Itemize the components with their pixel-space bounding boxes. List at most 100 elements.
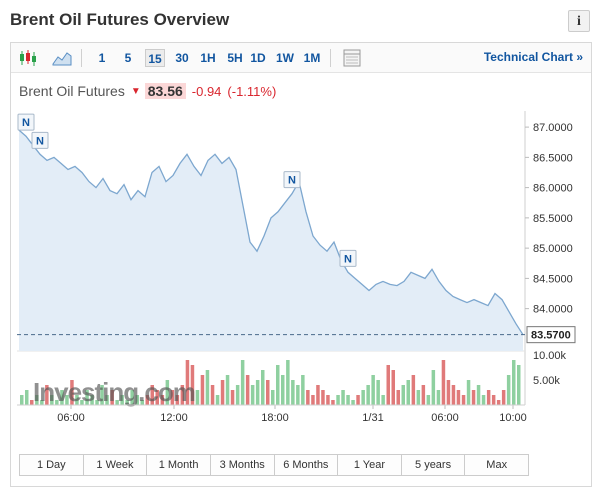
news-marker[interactable] xyxy=(31,131,49,149)
volume-bar xyxy=(411,375,416,405)
volume-bar xyxy=(125,400,129,405)
timeframe-15[interactable]: 15 xyxy=(145,49,165,67)
volume-bar xyxy=(90,395,94,405)
news-marker[interactable] xyxy=(17,113,35,131)
volume-bar xyxy=(60,390,64,405)
volume-bar xyxy=(180,385,185,405)
price-axis-label: 84.5000 xyxy=(533,273,573,285)
price-axis-label: 84.0000 xyxy=(533,304,573,316)
price-axis-label: 86.0000 xyxy=(533,183,573,195)
volume-bar xyxy=(481,395,486,405)
volume-bar xyxy=(466,380,471,405)
volume-bar xyxy=(95,400,99,405)
price-chart[interactable]: 87.0000 86.5000 86.0000 85.5000 85.0000 84.50… xyxy=(11,43,591,448)
volume-bar xyxy=(175,395,180,405)
volume-bar xyxy=(130,390,134,405)
volume-bar xyxy=(396,390,400,405)
timeframe-30[interactable]: 30 xyxy=(175,51,189,65)
timeframe-1w[interactable]: 1W xyxy=(276,51,294,65)
volume-bar xyxy=(276,365,280,405)
volume-bar xyxy=(70,380,74,405)
table-icon[interactable] xyxy=(341,48,363,68)
volume-bar xyxy=(230,390,235,405)
volume-bar xyxy=(496,400,501,405)
volume-bar xyxy=(326,395,330,405)
volume-bar xyxy=(240,360,245,405)
volume-bar xyxy=(20,395,24,405)
volume-bar xyxy=(491,395,496,405)
volume-bar xyxy=(296,385,300,405)
down-arrow-icon: ▼ xyxy=(130,85,141,97)
volume-bar xyxy=(376,380,380,405)
volume-bar xyxy=(140,400,144,405)
range-6-months[interactable]: 6 Months xyxy=(274,455,339,475)
volume-bar xyxy=(135,395,139,405)
volume-bar xyxy=(446,380,451,405)
volume-bar xyxy=(316,385,320,405)
chart-panel: 1 5 15 30 1H 5H 1D 1W 1M Technical Chart » Brent… xyxy=(10,42,592,487)
volume-bar xyxy=(386,365,390,405)
range-1-week[interactable]: 1 Week xyxy=(83,455,148,475)
news-marker-label: N xyxy=(36,135,44,147)
volume-bar xyxy=(261,370,265,405)
volume-bar xyxy=(456,390,461,405)
technical-chart-link[interactable]: Technical Chart » xyxy=(483,50,583,64)
range-1-year[interactable]: 1 Year xyxy=(338,455,402,475)
volume-bar xyxy=(476,385,481,405)
volume-bar xyxy=(35,395,39,405)
volume-bar xyxy=(235,385,240,405)
volume-bar xyxy=(356,395,360,405)
volume-bar xyxy=(185,360,190,405)
toolbar-separator xyxy=(81,49,82,67)
volume-bar xyxy=(291,380,295,405)
price-axis-label: 87.0000 xyxy=(533,122,573,134)
range-selector: 1 Day 1 Week 1 Month 3 Months 6 Months 1 Year… xyxy=(19,454,529,476)
price-line xyxy=(18,129,524,336)
price-area xyxy=(19,130,523,351)
range-1-month[interactable]: 1 Month xyxy=(147,455,211,475)
volume-bar xyxy=(25,390,29,405)
volume-bar xyxy=(506,375,511,405)
volume-bar xyxy=(115,400,119,405)
volume-bar xyxy=(426,395,431,405)
volume-bar xyxy=(486,390,491,405)
volume-bar xyxy=(361,390,365,405)
news-marker[interactable] xyxy=(339,249,357,267)
range-3-months[interactable]: 3 Months xyxy=(210,455,275,475)
chart-toolbar: 1 5 15 30 1H 5H 1D 1W 1M Technical Chart » xyxy=(11,43,591,73)
timeframe-1[interactable]: 1 xyxy=(98,51,106,65)
volume-bar xyxy=(341,390,345,405)
range-max[interactable]: Max xyxy=(465,455,528,475)
news-marker-label: N xyxy=(288,175,296,187)
time-axis-label: 06:00 xyxy=(57,412,85,424)
volume-bar xyxy=(65,395,69,405)
volume-bar xyxy=(110,390,114,405)
volume-bar xyxy=(336,395,340,405)
volume-bar xyxy=(80,400,84,405)
quote-line: Brent Oil Futures ▼ 83.56 -0.94 (-1.11%) xyxy=(19,83,276,99)
current-price-box xyxy=(526,326,576,344)
price-axis-label: 85.5000 xyxy=(533,213,573,225)
volume-bar xyxy=(311,395,315,405)
timeframe-1d[interactable]: 1D xyxy=(250,51,266,65)
candlestick-icon[interactable] xyxy=(17,48,39,68)
volume-bar xyxy=(160,395,165,405)
timeframe-5h[interactable]: 5H xyxy=(227,51,243,65)
time-axis-label: 10:00 xyxy=(499,412,527,424)
area-chart-icon[interactable] xyxy=(51,48,73,68)
volume-axis-label: 10.00k xyxy=(533,350,567,362)
range-1-day[interactable]: 1 Day xyxy=(20,455,84,475)
timeframe-1h[interactable]: 1H xyxy=(200,51,216,65)
news-marker-label: N xyxy=(344,253,352,265)
news-marker[interactable] xyxy=(283,171,301,189)
volume-bar xyxy=(50,395,54,405)
timeframe-5[interactable]: 5 xyxy=(124,51,132,65)
time-axis-label: 06:00 xyxy=(431,412,459,424)
info-button[interactable]: i xyxy=(568,10,590,32)
volume-bar xyxy=(431,370,436,405)
instrument-name: Brent Oil Futures xyxy=(19,83,125,99)
volume-bar xyxy=(371,375,375,405)
volume-bar xyxy=(220,380,225,405)
range-5-years[interactable]: 5 years xyxy=(401,455,466,475)
timeframe-1m[interactable]: 1M xyxy=(303,51,321,65)
